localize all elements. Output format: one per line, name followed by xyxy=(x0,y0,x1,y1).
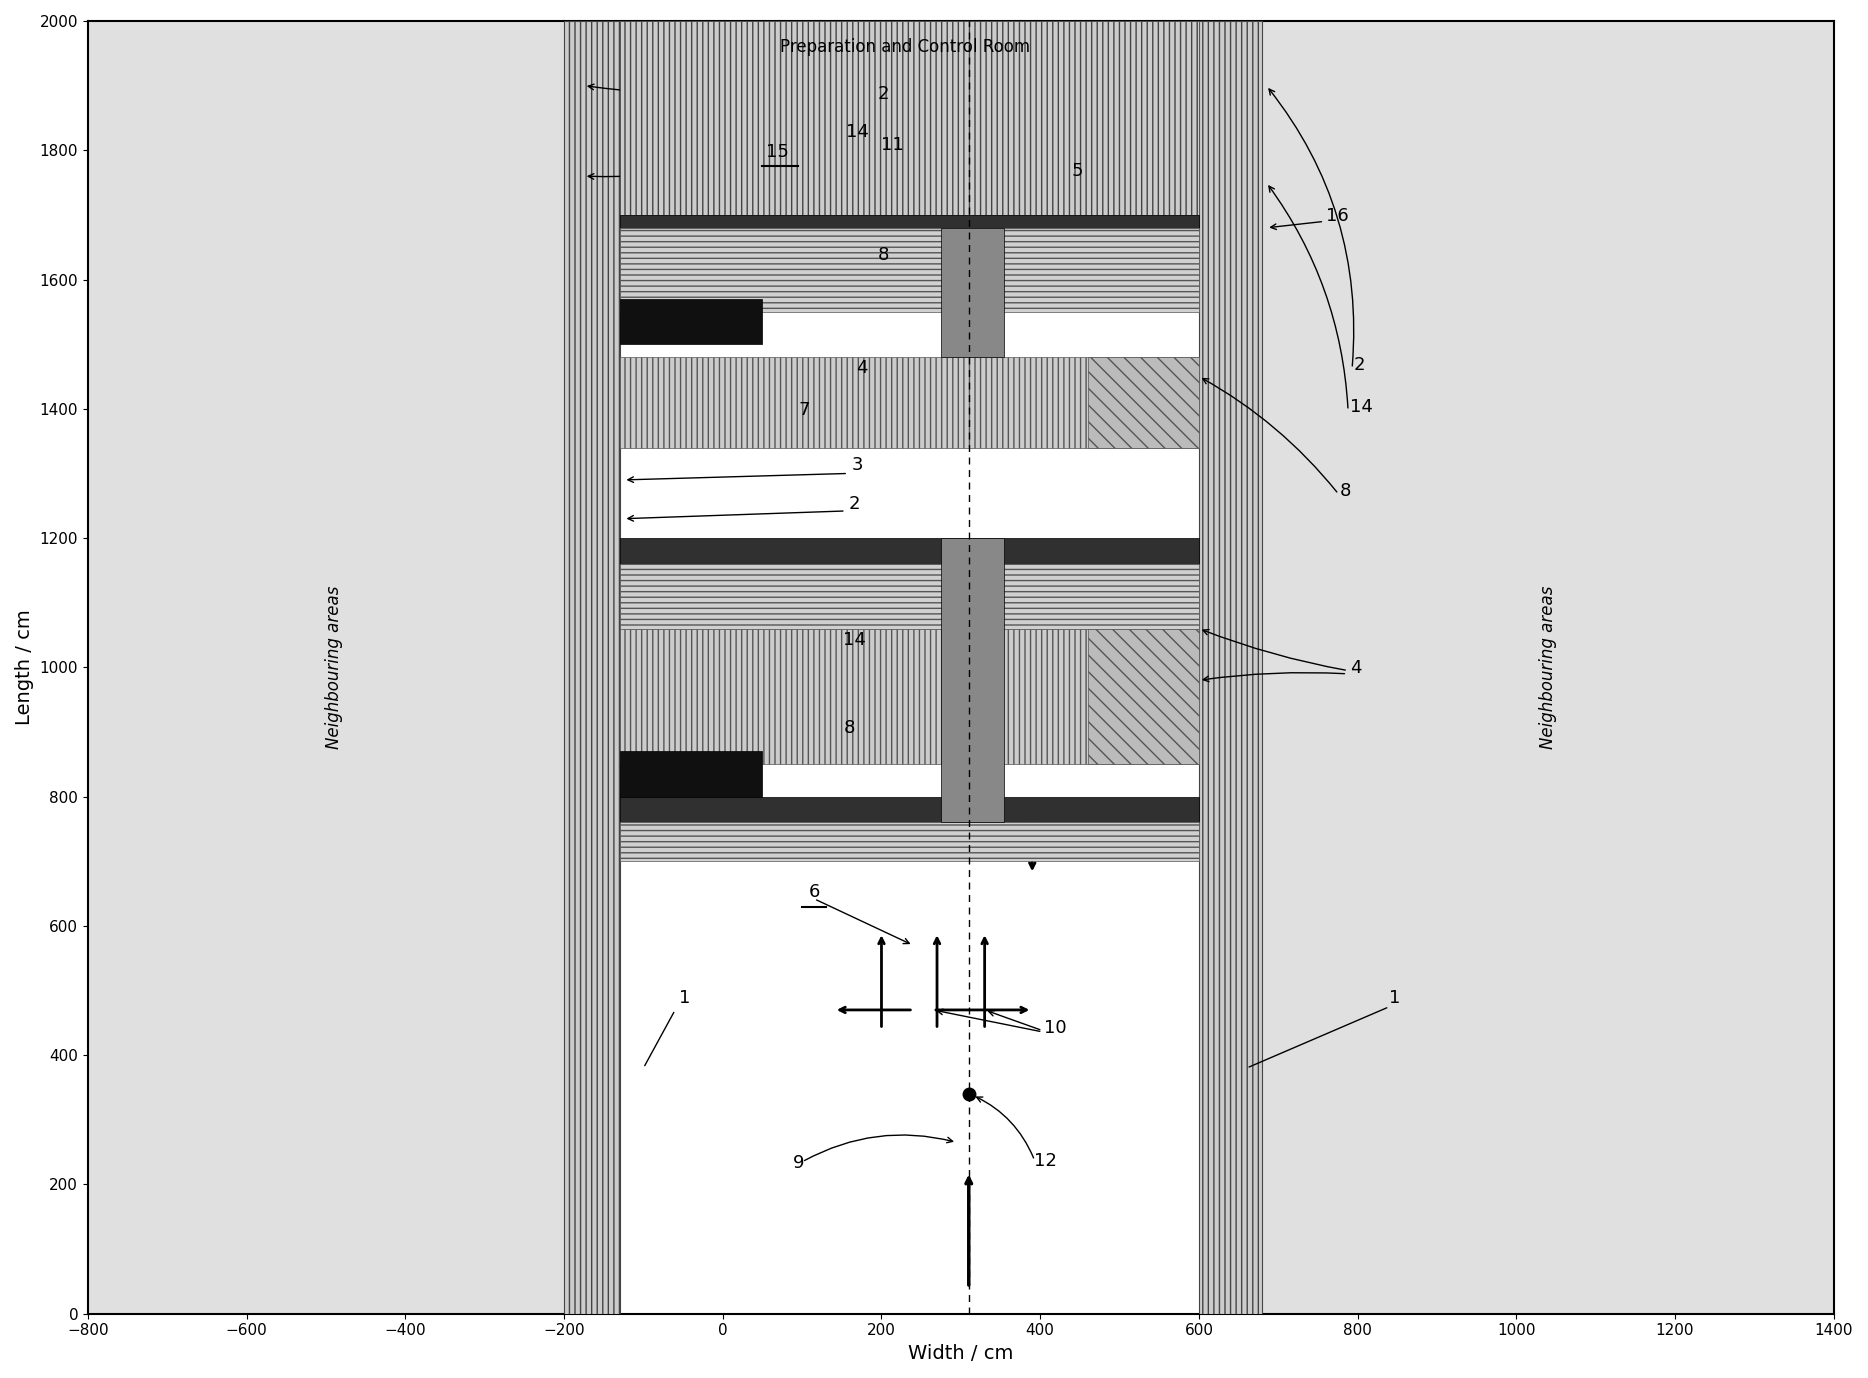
Bar xyxy=(620,215,1199,227)
Bar xyxy=(1199,21,1263,1313)
Text: 1: 1 xyxy=(680,989,691,1007)
Text: 12: 12 xyxy=(1033,1152,1057,1170)
Bar xyxy=(564,21,620,1313)
Text: 14: 14 xyxy=(842,631,867,649)
Bar xyxy=(1087,628,1199,765)
Text: 3: 3 xyxy=(852,456,863,474)
Text: 9: 9 xyxy=(792,1155,803,1173)
Text: 8: 8 xyxy=(842,719,856,737)
Bar xyxy=(620,21,1199,1313)
Bar xyxy=(941,227,1005,357)
Bar xyxy=(1263,21,1834,1313)
Bar xyxy=(620,299,762,344)
Bar xyxy=(620,21,1199,215)
Text: 2: 2 xyxy=(848,495,859,513)
Bar xyxy=(620,227,1199,311)
Bar xyxy=(88,21,564,1313)
Text: 14: 14 xyxy=(846,124,869,142)
Text: 16: 16 xyxy=(1326,207,1349,226)
Bar xyxy=(620,537,1199,564)
Bar xyxy=(620,357,1199,448)
Text: Preparation and Control Room: Preparation and Control Room xyxy=(781,37,1031,56)
Text: 7: 7 xyxy=(798,401,809,419)
Text: 1: 1 xyxy=(1390,989,1401,1007)
Bar xyxy=(620,823,1199,861)
Bar xyxy=(620,564,1199,628)
Text: 8: 8 xyxy=(1339,482,1352,500)
Text: 4: 4 xyxy=(856,360,867,378)
Text: 8: 8 xyxy=(878,247,889,265)
Text: Neighbouring areas: Neighbouring areas xyxy=(1539,586,1558,750)
Text: 10: 10 xyxy=(1044,1018,1067,1036)
Text: Neighbouring areas: Neighbouring areas xyxy=(325,586,344,750)
Y-axis label: Length / cm: Length / cm xyxy=(15,609,34,725)
Text: 6: 6 xyxy=(809,883,820,901)
Text: 14: 14 xyxy=(1351,398,1373,416)
Text: 5: 5 xyxy=(1072,163,1083,181)
Text: 2: 2 xyxy=(1354,356,1366,373)
X-axis label: Width / cm: Width / cm xyxy=(908,1344,1014,1363)
Bar xyxy=(1087,357,1199,448)
Text: 11: 11 xyxy=(882,136,904,154)
Bar xyxy=(620,628,1199,765)
Text: 15: 15 xyxy=(766,143,790,161)
Bar xyxy=(620,796,1199,823)
Bar xyxy=(620,751,762,796)
Text: 4: 4 xyxy=(1351,659,1362,677)
Bar xyxy=(941,537,1005,823)
Text: 2: 2 xyxy=(878,84,889,102)
